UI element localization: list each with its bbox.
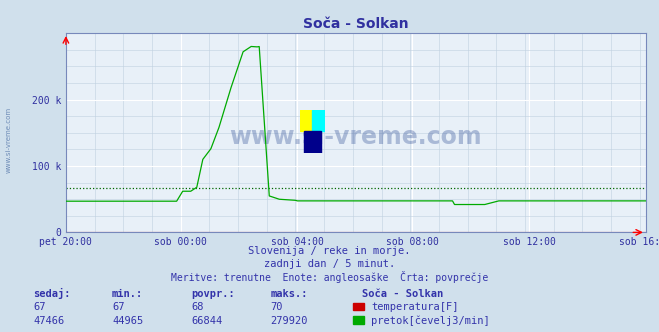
Text: maks.:: maks.: xyxy=(270,289,308,299)
Text: temperatura[F]: temperatura[F] xyxy=(371,302,459,312)
Text: www.si-vreme.com: www.si-vreme.com xyxy=(5,106,12,173)
Text: Soča - Solkan: Soča - Solkan xyxy=(362,289,444,299)
Text: www.si-vreme.com: www.si-vreme.com xyxy=(229,125,482,149)
Text: 279920: 279920 xyxy=(270,316,308,326)
Bar xyxy=(312,110,325,131)
Text: Slovenija / reke in morje.: Slovenija / reke in morje. xyxy=(248,246,411,256)
Text: 68: 68 xyxy=(191,302,204,312)
Text: 47466: 47466 xyxy=(33,316,64,326)
Text: Meritve: trenutne  Enote: angleosaške  Črta: povprečje: Meritve: trenutne Enote: angleosaške Črt… xyxy=(171,271,488,283)
Text: pretok[čevelj3/min]: pretok[čevelj3/min] xyxy=(371,315,490,326)
Bar xyxy=(304,131,321,153)
Bar xyxy=(300,110,312,131)
Text: 67: 67 xyxy=(112,302,125,312)
Text: 67: 67 xyxy=(33,302,45,312)
Text: povpr.:: povpr.: xyxy=(191,289,235,299)
Text: 70: 70 xyxy=(270,302,283,312)
Text: 66844: 66844 xyxy=(191,316,222,326)
Text: 44965: 44965 xyxy=(112,316,143,326)
Text: sedaj:: sedaj: xyxy=(33,288,71,299)
Text: zadnji dan / 5 minut.: zadnji dan / 5 minut. xyxy=(264,259,395,269)
Title: Soča - Solkan: Soča - Solkan xyxy=(303,17,409,31)
Text: min.:: min.: xyxy=(112,289,143,299)
